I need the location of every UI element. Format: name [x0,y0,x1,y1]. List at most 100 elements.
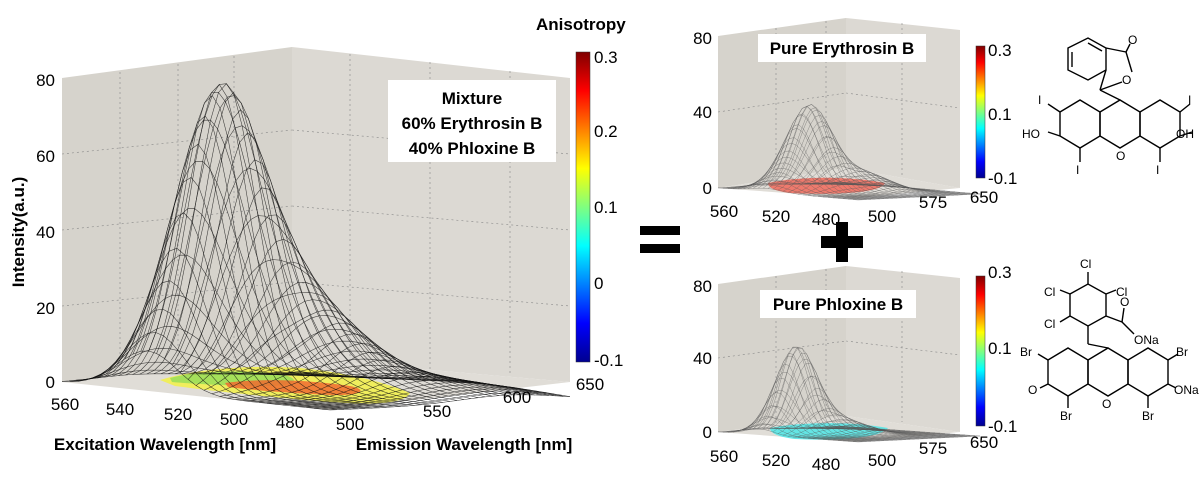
erythrosin-atom: I [1188,93,1191,107]
erythrosin-colorbar-tick: 0.3 [988,41,1012,60]
mixture-x-tick: 480 [276,413,304,432]
phloxine-colorbar-tick: 0.3 [988,263,1012,282]
mesh-line [744,363,885,441]
mixture-z-ticks: 0 20 40 60 80 [36,71,55,392]
mixture-y-axis-label: Emission Wavelength [nm] [356,435,573,454]
erythrosin-colorbar [975,45,986,179]
phloxine-atom: Cl [1116,285,1127,299]
mixture-z-tick: 40 [36,223,55,242]
grid-line [61,281,293,307]
mesh-line [189,238,458,401]
mesh-line [757,346,898,441]
erythrosin-bond [1047,103,1061,113]
phloxine-title: Pure Phloxine B [773,295,903,314]
grid-line [291,205,571,231]
erythrosin-colorbar-tick: 0.1 [988,105,1012,124]
mesh-line [835,426,976,437]
phloxine-bond-ring [1127,347,1169,397]
phloxine-bond [1039,383,1049,389]
mesh-line [717,187,859,201]
phloxine-bond [1121,307,1125,323]
erythrosin-atom: O [1122,73,1131,87]
mixture-surface-mesh [61,83,571,411]
mixture-annotation-box [388,80,556,162]
phloxine-y-tick: 650 [970,433,998,452]
erythrosin-y-tick: 650 [970,188,998,207]
erythrosin-bond-ring [1099,99,1141,149]
mixture-y-tick: 650 [576,375,604,394]
mesh-line [757,106,898,199]
grid-line [845,92,961,109]
phloxine-colorbar-tick: 0.1 [988,339,1012,358]
colorbar-label: Anisotropy [536,15,626,34]
mixture-annotation-line: Mixture [442,89,502,108]
grid-line [61,205,293,231]
mesh-line [153,109,422,405]
erythrosin-bond [1179,103,1191,113]
phloxine-z-tick: 40 [693,349,712,368]
phloxine-atom: Cl [1044,285,1055,299]
mesh-line [726,179,867,200]
phloxine-plot: Pure Phloxine B 0 40 80 560 520 480 500 … [693,263,1017,474]
erythrosin-plot: Pure Erythrosin B 0 40 80 560 520 480 50… [693,18,1017,229]
colorbar-gradient [575,51,591,363]
mesh-line [224,328,493,397]
mesh-line [752,346,893,441]
mesh-line [748,352,889,441]
phloxine-atom: O [1120,295,1129,309]
mesh-line [722,184,863,200]
mesh-line [765,107,906,198]
mesh-line [744,137,885,199]
mesh-line [792,162,933,197]
erythrosin-bond [1105,47,1127,53]
mesh-line [770,114,911,198]
phloxine-bond [1105,315,1123,323]
phloxine-atom: Cl [1080,257,1091,271]
mesh-line [778,399,920,440]
mesh-line [104,177,373,409]
colorbar-tick: 0.3 [594,48,618,67]
phloxine-z-tick: 80 [693,277,712,296]
erythrosin-structure: O O I I I I HO OH O [1022,33,1194,177]
erythrosin-colorbar-tick: -0.1 [988,169,1017,188]
erythrosin-z-tick: 40 [693,103,712,122]
erythrosin-atom: I [1038,93,1041,107]
phloxine-x-tick: 480 [812,455,840,474]
erythrosin-z-tick: 0 [703,179,712,198]
mesh-line [839,181,981,195]
plus-bar-vertical [836,222,848,262]
phloxine-atom: Br [1020,345,1032,359]
phloxine-bond [1167,383,1177,389]
mixture-z-axis-label: Intensity(a.u.) [9,177,28,288]
erythrosin-atom: O [1116,149,1125,163]
mesh-line [770,376,911,440]
phloxine-atom: Br [1176,345,1188,359]
mesh-line [839,425,981,437]
mesh-line [76,308,345,410]
mesh-line [722,423,863,442]
mesh-line [717,428,859,443]
phloxine-colorbar [975,275,986,427]
phloxine-y-tick: 500 [868,451,896,470]
erythrosin-y-tick: 500 [868,207,896,226]
erythrosin-bond [1125,51,1133,73]
mixture-y-tick: 550 [423,402,451,421]
phloxine-atom: Cl [1044,317,1055,331]
phloxine-x-tick: 560 [710,447,738,466]
mesh-line [739,150,880,200]
phloxine-atom: Br [1060,409,1072,423]
mesh-line [752,113,893,199]
mesh-line [69,332,338,410]
mesh-line [822,426,963,438]
grid-line [717,340,847,359]
erythrosin-title-box [758,34,926,62]
mixture-z-tick: 80 [36,71,55,90]
erythrosin-atom: I [1076,163,1079,177]
mesh-line [831,426,972,437]
erythrosin-bond [1047,131,1061,137]
mixture-x-tick: 560 [51,395,79,414]
erythrosin-bond [1099,81,1123,91]
mesh-line [83,280,352,410]
phloxine-bond-ring [1069,283,1107,327]
mixture-z-tick: 0 [46,373,55,392]
